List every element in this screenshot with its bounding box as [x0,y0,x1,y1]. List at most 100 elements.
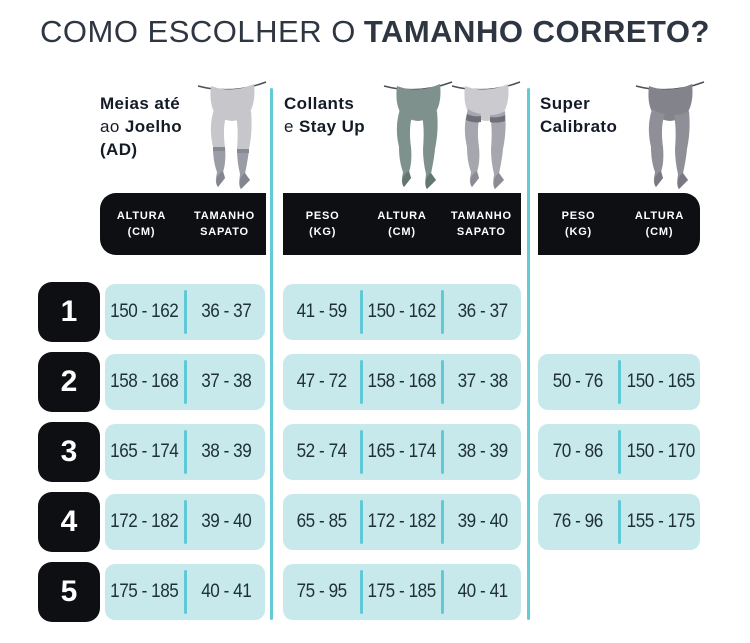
cell-separator [360,430,364,474]
cell-value-peso: 70 - 86 [552,441,604,462]
section-title-super-calibrato: Super Calibrato [540,92,617,138]
cell-separator [617,430,621,474]
cell-value-altura: 165 - 174 [110,441,179,462]
collants-row-2: 47 - 72 158 - 168 37 - 38 [283,354,521,410]
column-header-altura: ALTURA (CM) [362,208,441,240]
column-header-altura: ALTURA (CM) [100,208,183,240]
cell-value-tamanho: 40 - 41 [457,581,508,602]
cell-separator [440,500,444,544]
cell-value-peso: 75 - 95 [296,581,348,602]
column-header-line: (KG) [564,226,593,238]
page-title-bold: TAMANHO CORRETO? [363,14,710,49]
size-badge-1: 1 [38,282,100,342]
cell-value-tamanho: 38 - 39 [457,441,508,462]
column-header-line: PESO [561,210,596,222]
cell-value-tamanho: 37 - 38 [457,371,508,392]
cell-value-peso: 50 - 76 [552,371,604,392]
legs-knee-socks-icon [194,78,270,190]
size-badge-4: 4 [38,492,100,552]
cell-value-altura: 165 - 174 [367,441,437,462]
section-title-word: Stay Up [298,117,366,136]
column-header-line: SAPATO [200,226,249,238]
cell-separator [360,360,364,404]
cell-value-tamanho: 39 - 40 [457,511,508,532]
cell-value-peso: 47 - 72 [296,371,348,392]
meias-row-2: 158 - 168 37 - 38 [105,354,265,410]
section-divider [270,88,273,620]
cell-separator [360,290,364,334]
column-header-tamanho-sapato: TAMANHO SAPATO [183,208,266,240]
section-divider [527,88,530,620]
page-title-regular: COMO ESCOLHER O [40,14,356,49]
cell-separator [183,570,187,614]
super-row-2: 50 - 76 150 - 165 [538,354,700,410]
column-header-line: ALTURA [634,210,685,222]
section-title-word: Joelho [124,117,183,136]
cell-separator [440,360,444,404]
cell-separator [440,290,444,334]
section-title-word: e [284,117,294,136]
size-badge-2: 2 [38,352,100,412]
column-header-line: TAMANHO [194,210,255,222]
cell-separator [440,430,444,474]
cell-value-tamanho: 40 - 41 [200,581,252,602]
legs-stay-up-icon [448,78,524,190]
cell-separator [183,500,187,544]
column-header-line: ALTURA [116,210,167,222]
cell-value-altura: 158 - 168 [367,371,437,392]
cell-value-altura: 150 - 162 [110,301,179,322]
cell-separator [183,290,187,334]
section-title-word: ao [100,117,120,136]
column-header-line: TAMANHO [450,210,512,222]
section-title-collants: Collants e Stay Up [284,92,365,138]
cell-value-tamanho: 39 - 40 [200,511,252,532]
cell-value-altura: 175 - 185 [110,581,179,602]
size-badge-3: 3 [38,422,100,482]
size-badge-5: 5 [38,562,100,622]
collants-row-3: 52 - 74 165 - 174 38 - 39 [283,424,521,480]
cell-value-altura: 172 - 182 [367,511,437,532]
section-title-meias: Meias até ao Joelho (AD) [100,92,182,161]
column-header-peso: PESO (KG) [538,208,619,240]
cell-value-altura: 155 - 175 [626,511,695,532]
super-row-3: 70 - 86 150 - 170 [538,424,700,480]
meias-row-4: 172 - 182 39 - 40 [105,494,265,550]
cell-separator [440,570,444,614]
column-header-peso: PESO (KG) [283,208,362,240]
cell-value-tamanho: 36 - 37 [200,301,252,322]
column-header-line: (KG) [309,226,337,238]
cell-value-tamanho: 36 - 37 [457,301,508,322]
cell-value-peso: 52 - 74 [296,441,348,462]
cell-separator [360,500,364,544]
section-title-line: Meias até [100,94,181,113]
section-title-line: Super [540,94,591,113]
cell-separator [183,430,187,474]
cell-separator [183,360,187,404]
column-header-line: (CM) [645,226,674,238]
column-header-tamanho-sapato: TAMANHO SAPATO [442,208,521,240]
legs-collants-icon [380,78,456,190]
cell-value-altura: 158 - 168 [110,371,179,392]
column-header-altura: ALTURA (CM) [619,208,700,240]
cell-value-altura: 150 - 165 [626,371,695,392]
section-title-line: Collants [284,94,355,113]
legs-super-calibrato-icon [632,78,708,190]
page-title: COMO ESCOLHER O TAMANHO CORRETO? [40,14,710,50]
collants-row-5: 75 - 95 175 - 185 40 - 41 [283,564,521,620]
cell-value-tamanho: 37 - 38 [200,371,252,392]
column-header-line: ALTURA [377,210,427,222]
cell-separator [617,360,621,404]
cell-value-peso: 41 - 59 [296,301,348,322]
meias-row-1: 150 - 162 36 - 37 [105,284,265,340]
column-header-line: (CM) [127,226,156,238]
meias-row-3: 165 - 174 38 - 39 [105,424,265,480]
meias-row-5: 175 - 185 40 - 41 [105,564,265,620]
cell-value-tamanho: 38 - 39 [200,441,252,462]
column-header-line: SAPATO [456,226,506,238]
collants-row-4: 65 - 85 172 - 182 39 - 40 [283,494,521,550]
header-bar-super-calibrato: PESO (KG) ALTURA (CM) [538,193,700,255]
section-title-line: (AD) [100,140,138,159]
cell-separator [360,570,364,614]
section-title-line: Calibrato [540,117,618,136]
